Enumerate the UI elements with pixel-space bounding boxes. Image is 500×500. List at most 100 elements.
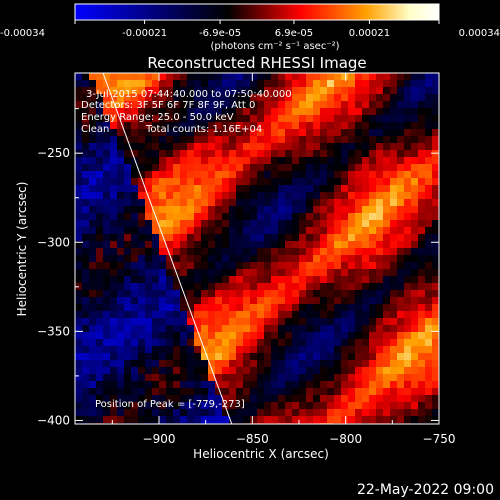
heatmap-cell <box>103 304 111 312</box>
heatmap-cell <box>341 297 349 305</box>
heatmap-cell <box>152 143 160 151</box>
heatmap-cell <box>271 143 279 151</box>
heatmap-cell <box>138 80 146 88</box>
heatmap-cell <box>334 346 342 354</box>
heatmap-cell <box>201 80 209 88</box>
heatmap-cell <box>278 346 286 354</box>
heatmap-cell <box>194 388 202 396</box>
heatmap-cell <box>229 101 237 109</box>
heatmap-cell <box>187 381 195 389</box>
heatmap-cell <box>278 269 286 277</box>
heatmap-cell <box>425 283 433 291</box>
x-tick-label: −800 <box>329 432 362 446</box>
heatmap-cell <box>131 346 139 354</box>
heatmap-cell <box>103 227 111 235</box>
heatmap-cell <box>299 234 307 242</box>
heatmap-cell <box>110 80 118 88</box>
heatmap-cell <box>306 115 314 123</box>
heatmap-cell <box>285 122 293 130</box>
heatmap-cell <box>138 234 146 242</box>
heatmap-cell <box>362 150 370 158</box>
heatmap-cell <box>257 241 265 249</box>
heatmap-cell <box>96 346 104 354</box>
heatmap-cell <box>124 80 132 88</box>
heatmap-cell <box>250 101 258 109</box>
heatmap-cell <box>117 94 125 102</box>
heatmap-cell <box>376 262 384 270</box>
heatmap-cell <box>138 269 146 277</box>
heatmap-cell <box>208 255 216 263</box>
heatmap-cell <box>222 248 230 256</box>
heatmap-cell <box>89 269 97 277</box>
heatmap-cell <box>159 227 167 235</box>
heatmap-cell <box>236 402 244 410</box>
heatmap-cell <box>327 108 335 116</box>
heatmap-cell <box>215 381 223 389</box>
heatmap-cell <box>334 241 342 249</box>
heatmap-cell <box>432 325 439 333</box>
heatmap-cell <box>75 143 83 151</box>
heatmap-cell <box>89 157 97 165</box>
heatmap-cell <box>257 108 265 116</box>
heatmap-cell <box>110 199 118 207</box>
heatmap-cell <box>215 157 223 165</box>
heatmap-cell <box>418 87 426 95</box>
heatmap-cell <box>383 143 391 151</box>
heatmap-cell <box>425 388 433 396</box>
heatmap-cell <box>208 178 216 186</box>
heatmap-cell <box>341 227 349 235</box>
heatmap-cell <box>383 297 391 305</box>
heatmap-cell <box>236 388 244 396</box>
heatmap-cell <box>264 192 272 200</box>
heatmap-cell <box>103 122 111 130</box>
heatmap-cell <box>250 269 258 277</box>
heatmap-cell <box>243 409 251 417</box>
heatmap-cell <box>229 332 237 340</box>
heatmap-cell <box>411 171 419 179</box>
heatmap-cell <box>215 227 223 235</box>
heatmap-cell <box>299 395 307 403</box>
heatmap-cell <box>82 381 90 389</box>
heatmap-cell <box>166 381 174 389</box>
heatmap-cell <box>320 241 328 249</box>
heatmap-cell <box>425 360 433 368</box>
heatmap-cell <box>369 80 377 88</box>
heatmap-cell <box>250 122 258 130</box>
heatmap-cell <box>117 276 125 284</box>
heatmap-cell <box>250 416 258 424</box>
heatmap-cell <box>383 409 391 417</box>
x-tick-label: −850 <box>236 432 269 446</box>
heatmap-cell <box>285 94 293 102</box>
heatmap-cell <box>222 185 230 193</box>
heatmap-cell <box>222 409 230 417</box>
heatmap-cell <box>299 402 307 410</box>
heatmap-cell <box>320 311 328 319</box>
heatmap-cell <box>285 395 293 403</box>
heatmap-cell <box>103 332 111 340</box>
heatmap-cell <box>313 311 321 319</box>
heatmap-cell <box>236 248 244 256</box>
heatmap-cell <box>89 311 97 319</box>
heatmap-cell <box>327 164 335 172</box>
heatmap-cell <box>334 283 342 291</box>
heatmap-cell <box>138 283 146 291</box>
heatmap-cell <box>103 416 111 424</box>
heatmap-cell <box>159 353 167 361</box>
heatmap-cell <box>75 360 83 368</box>
heatmap-cell <box>215 143 223 151</box>
annotation-method: Clean <box>81 124 109 135</box>
heatmap-cell <box>145 171 153 179</box>
heatmap-cell <box>271 185 279 193</box>
heatmap-cell <box>425 367 433 375</box>
heatmap-cell <box>152 199 160 207</box>
heatmap-cell <box>327 353 335 361</box>
heatmap-cell <box>425 318 433 326</box>
heatmap-cell <box>327 255 335 263</box>
heatmap-cell <box>215 325 223 333</box>
plot-frame <box>74 72 440 425</box>
heatmap-cell <box>425 227 433 235</box>
heatmap-cell <box>313 332 321 340</box>
heatmap-cell <box>243 346 251 354</box>
heatmap-cell <box>236 409 244 417</box>
heatmap-cell <box>180 402 188 410</box>
